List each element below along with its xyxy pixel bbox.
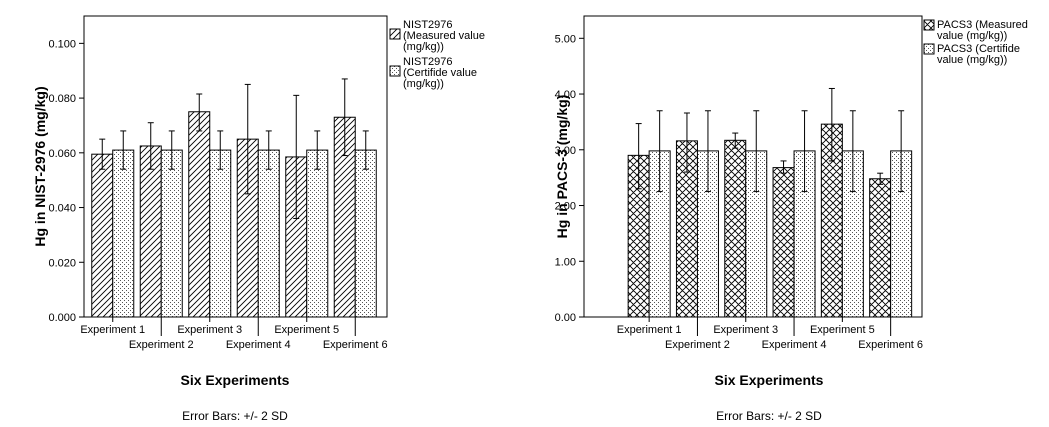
x-tick-label: Experiment 3 [713,324,778,336]
bar [91,153,114,318]
legend-label: (Measured value [403,30,485,42]
legend-label: PACS3 (Measured [937,19,1028,31]
y-tick-label: 0.020 [48,257,76,269]
y-tick-label: 2.00 [555,201,576,213]
bar [112,149,135,318]
legend-swatch [389,28,401,40]
x-tick-label: Experiment 2 [665,339,730,351]
x-tick-label: Experiment 4 [762,339,827,351]
legend-label: (mg/kg)) [403,41,444,53]
legend-label: NIST2976 [403,56,453,68]
legend-label: PACS3 (Certifide [937,43,1020,55]
legend-swatch [923,19,935,31]
plot-area [83,15,388,318]
bar [724,139,747,318]
x-tick-label: Experiment 2 [129,339,194,351]
error-bar-note: Error Bars: +/- 2 SD [182,409,288,423]
bar [354,149,377,318]
bar [772,167,795,318]
error-bar-note: Error Bars: +/- 2 SD [716,409,822,423]
y-tick-label: 0.080 [48,93,76,105]
y-axis-label: Hg in NIST-2976 (mg/kg) [32,86,48,246]
bar [869,178,892,318]
bar [209,149,232,318]
x-axis-label: Six Experiments [181,372,290,388]
bar [188,111,211,318]
legend-swatch [389,65,401,77]
nist-chart: 0.000 0.020 0.040 0.060 0.080 0.100 Hg in NIST… [32,15,485,423]
x-tick-label: Experiment 6 [858,339,923,351]
y-tick-label: 3.00 [555,145,576,157]
y-tick-label: 4.00 [555,89,576,101]
x-tick-label: Experiment 4 [226,339,291,351]
legend-label: (Certifide value [403,67,477,79]
y-tick-label: 0.060 [48,148,76,160]
bar [139,145,162,318]
legend-label: NIST2976 [403,19,453,31]
y-tick-label: 1.00 [555,256,576,268]
x-tick-label: Experiment 5 [810,324,875,336]
y-tick-label: 5.00 [555,33,576,45]
x-tick-label: Experiment 6 [323,339,388,351]
y-axis-label: Hg in PACS-3 (mg/kg) [554,95,570,239]
x-tick-label: Experiment 1 [80,324,145,336]
y-tick-label: 0.00 [555,312,576,324]
x-tick-label: Experiment 5 [274,324,339,336]
bar [160,149,183,318]
bar [306,149,329,318]
legend-label: value (mg/kg)) [937,54,1007,66]
legend-label: value (mg/kg)) [937,30,1007,42]
x-tick-label: Experiment 1 [617,324,682,336]
y-tick-label: 0.040 [48,203,76,215]
x-tick-label: Experiment 3 [177,324,242,336]
y-tick-label: 0.100 [48,38,76,50]
legend-swatch [923,43,935,55]
legend-label: (mg/kg)) [403,78,444,90]
pacs-chart: 0.00 1.00 2.00 3.00 4.00 5.00 Hg in PACS-3 (mg… [554,15,1028,423]
y-tick-label: 0.000 [48,312,76,324]
x-axis-label: Six Experiments [715,372,824,388]
bar [257,149,280,318]
